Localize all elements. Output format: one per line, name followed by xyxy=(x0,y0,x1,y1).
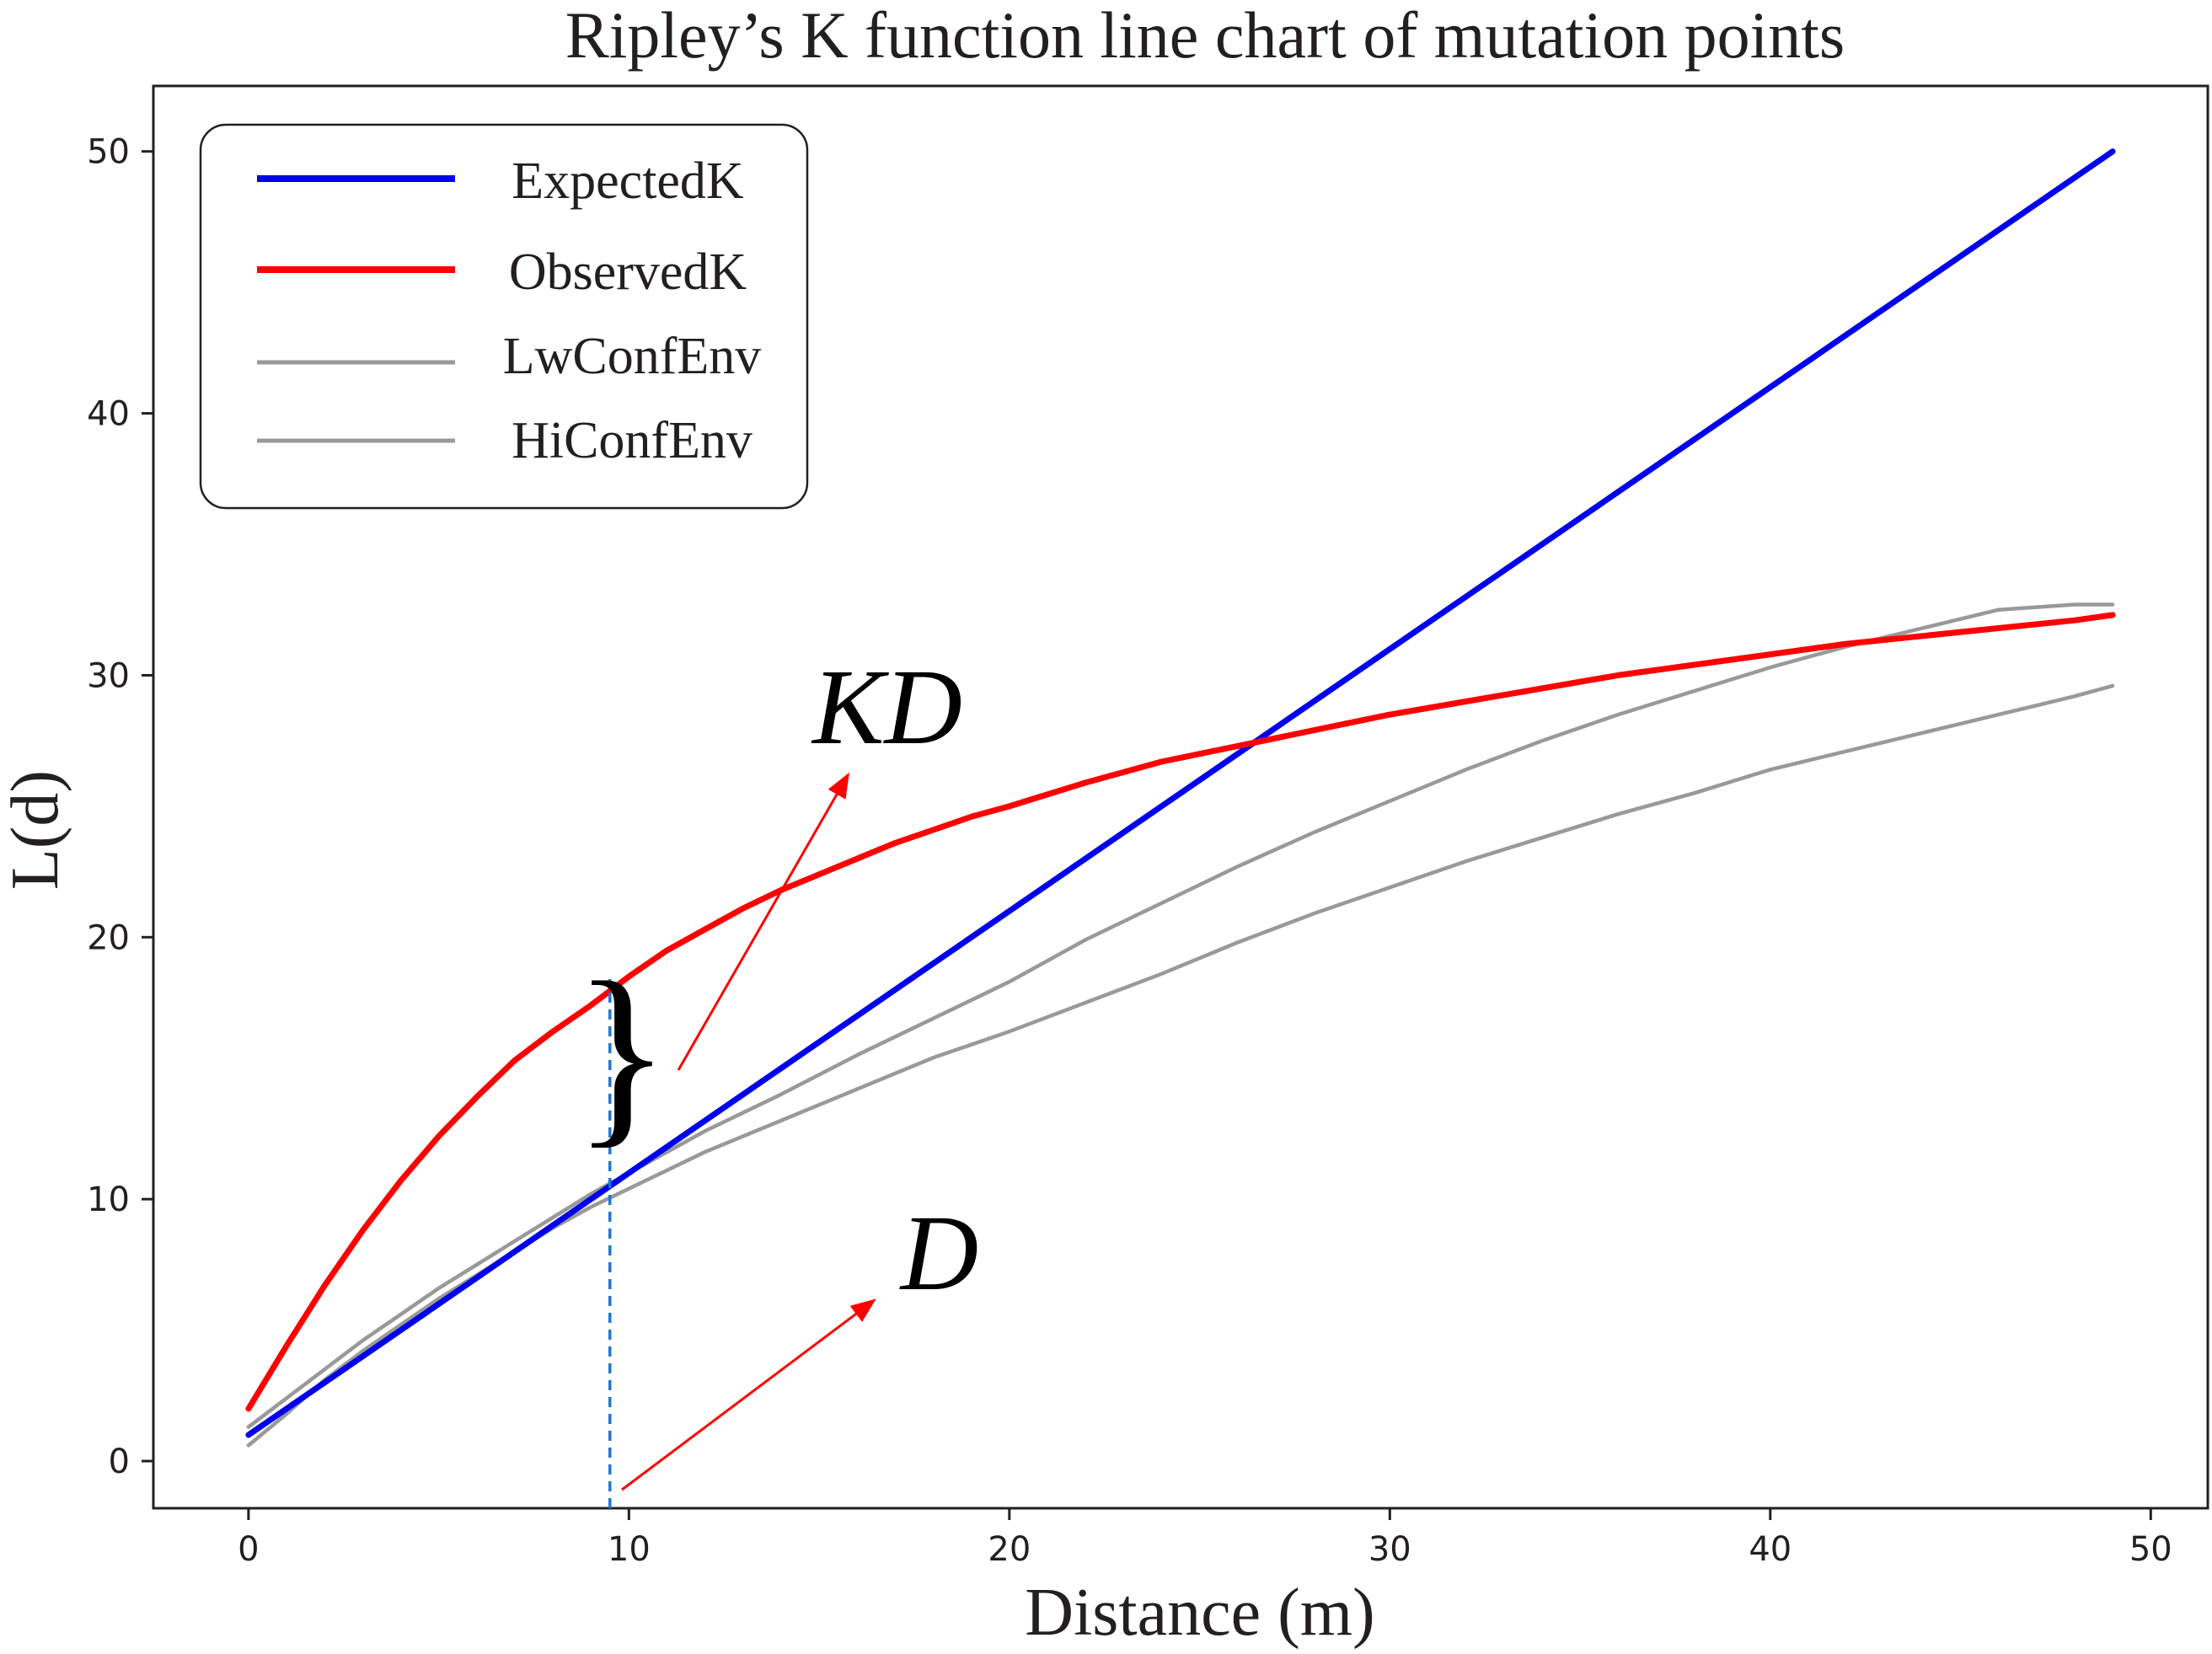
y-tick-label-0: 0 xyxy=(109,1443,130,1481)
series-line-expectedk xyxy=(245,148,2116,1438)
y-tick-label-20: 20 xyxy=(87,918,130,957)
legend-label-observedk: ObservedK xyxy=(509,244,747,301)
legend-label-hiconfenv: HiConfEnv xyxy=(511,412,753,469)
d-label: D xyxy=(899,1193,978,1313)
kd-pointer-arrow xyxy=(677,772,849,1071)
plot-frame xyxy=(152,84,2209,1510)
y-tick-label-30: 30 xyxy=(87,656,130,695)
y-tick-label-40: 40 xyxy=(87,395,130,434)
series-line-hiconfenv xyxy=(246,602,2115,1429)
x-tick-label-30: 30 xyxy=(1368,1530,1411,1569)
chart-title: Ripley’s K function line chart of mutati… xyxy=(565,0,1845,72)
d-pointer-arrow xyxy=(621,1298,876,1491)
x-tick-label-20: 20 xyxy=(988,1530,1031,1569)
x-tick-label-40: 40 xyxy=(1749,1530,1792,1569)
axes: 0 10 20 30 40 50 0 10 20 30 40 50 xyxy=(87,84,2209,1569)
legend: ExpectedK ObservedK LwConfEnv HiConfEnv xyxy=(199,123,809,510)
series-line-lwconfenv xyxy=(246,683,2115,1448)
x-tick-label-0: 0 xyxy=(238,1530,259,1569)
x-tick-label-50: 50 xyxy=(2129,1530,2172,1569)
legend-label-expectedk: ExpectedK xyxy=(511,153,744,210)
y-tick-label-50: 50 xyxy=(87,133,130,172)
x-axis-label: Distance (m) xyxy=(1025,1576,1374,1650)
kd-brace: } xyxy=(573,940,670,1164)
kd-label: KD xyxy=(811,647,962,767)
y-tick-label-10: 10 xyxy=(87,1180,130,1219)
legend-box xyxy=(199,123,809,510)
x-tick-label-10: 10 xyxy=(608,1530,651,1569)
legend-label-lwconfenv: LwConfEnv xyxy=(503,328,762,385)
series-line-observedk xyxy=(245,612,2116,1412)
series-lines xyxy=(245,148,2116,1448)
annotations: } KD D xyxy=(573,647,978,1508)
y-axis-label: L(d) xyxy=(0,770,72,890)
